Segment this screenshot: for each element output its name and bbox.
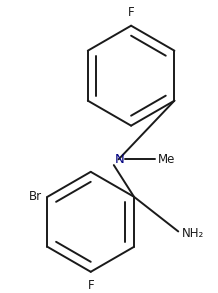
Text: F: F [128, 6, 135, 19]
Text: F: F [87, 279, 94, 292]
Text: Br: Br [29, 190, 42, 203]
Text: N: N [115, 153, 124, 166]
Text: NH₂: NH₂ [182, 227, 204, 240]
Text: Me: Me [158, 153, 175, 166]
